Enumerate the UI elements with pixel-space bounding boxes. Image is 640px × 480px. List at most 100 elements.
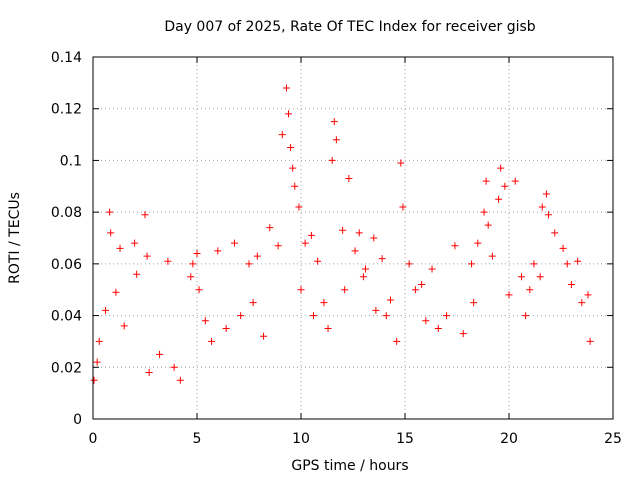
grid-lines <box>93 57 613 419</box>
data-point <box>101 306 109 314</box>
data-point <box>497 164 505 172</box>
data-point <box>517 273 525 281</box>
data-point <box>93 358 101 366</box>
data-point <box>301 239 309 247</box>
y-tick-label: 0.1 <box>60 153 82 169</box>
data-point <box>559 244 567 252</box>
data-point <box>434 325 442 332</box>
data-point <box>551 229 559 237</box>
data-point <box>112 288 120 296</box>
data-points <box>90 84 594 384</box>
data-point <box>249 299 257 307</box>
data-point <box>106 208 114 216</box>
data-point <box>141 211 149 219</box>
data-point <box>274 242 282 250</box>
data-point <box>189 260 197 268</box>
data-point <box>480 208 488 216</box>
data-point <box>324 325 332 332</box>
data-point <box>545 211 553 219</box>
data-point <box>574 257 582 265</box>
data-point <box>307 231 315 239</box>
data-point <box>411 286 419 294</box>
data-point <box>345 175 353 183</box>
data-point <box>372 306 380 314</box>
x-axis-label: GPS time / hours <box>291 458 408 474</box>
tick-labels: 0 0.02 0.04 0.06 0.08 0.1 0.12 0.14 0 5 10 15 20 25 <box>51 50 622 447</box>
data-point <box>488 252 496 260</box>
data-point <box>145 368 153 376</box>
data-point <box>482 177 490 185</box>
data-point <box>522 312 530 320</box>
data-point <box>90 376 98 384</box>
data-point <box>143 252 151 260</box>
y-tick-label: 0.02 <box>51 360 82 376</box>
chart-title: Day 007 of 2025, Rate Of TEC Index for r… <box>164 19 535 35</box>
data-point <box>295 203 303 211</box>
y-tick-label: 0.14 <box>51 50 82 66</box>
plot-frame <box>92 56 614 420</box>
x-tick-label: 5 <box>193 431 202 447</box>
data-point <box>291 182 299 190</box>
data-point <box>187 273 195 281</box>
data-point <box>370 234 378 242</box>
data-point <box>289 164 297 172</box>
data-point <box>584 291 592 299</box>
data-point <box>501 182 509 190</box>
data-point <box>542 190 550 198</box>
axis-ticks <box>92 56 614 420</box>
data-point <box>355 229 363 237</box>
data-point <box>474 239 482 247</box>
data-point <box>526 286 534 294</box>
data-point <box>195 286 203 294</box>
data-point <box>164 257 172 265</box>
data-point <box>418 281 426 289</box>
data-point <box>586 337 594 345</box>
data-point <box>484 221 492 229</box>
data-point <box>361 265 369 273</box>
data-point <box>278 131 286 139</box>
data-point <box>282 84 290 92</box>
y-tick-label: 0.06 <box>51 257 82 273</box>
y-tick-label: 0.08 <box>51 205 82 221</box>
data-point <box>253 252 261 260</box>
y-axis-label: ROTI / TECUs <box>7 192 23 284</box>
data-point <box>468 260 476 268</box>
data-point <box>351 247 359 255</box>
data-point <box>536 273 544 281</box>
data-point <box>339 226 347 234</box>
data-point <box>193 250 201 258</box>
data-point <box>170 363 178 371</box>
data-point <box>405 260 413 268</box>
data-point <box>116 244 124 252</box>
data-point <box>428 265 436 273</box>
data-point <box>451 242 459 250</box>
data-point <box>470 299 478 307</box>
data-point <box>422 317 430 325</box>
x-tick-label: 0 <box>89 431 98 447</box>
data-point <box>222 325 230 332</box>
data-point <box>393 337 401 345</box>
data-point <box>156 350 164 358</box>
data-point <box>107 229 115 237</box>
data-point <box>495 195 503 203</box>
data-point <box>237 312 245 320</box>
data-point <box>245 260 253 268</box>
y-tick-label: 0.12 <box>51 102 82 118</box>
data-point <box>538 203 546 211</box>
x-tick-label: 20 <box>500 431 518 447</box>
data-point <box>328 156 336 164</box>
data-point <box>201 317 209 325</box>
data-point <box>505 291 513 299</box>
data-point <box>297 286 305 294</box>
data-point <box>176 376 184 384</box>
data-point <box>567 281 575 289</box>
x-tick-label: 10 <box>292 431 310 447</box>
data-point <box>95 337 103 345</box>
data-point <box>332 136 340 144</box>
data-point <box>563 260 571 268</box>
data-point <box>397 159 405 167</box>
data-point <box>443 312 451 320</box>
y-tick-label: 0 <box>73 412 82 428</box>
data-point <box>260 332 268 340</box>
